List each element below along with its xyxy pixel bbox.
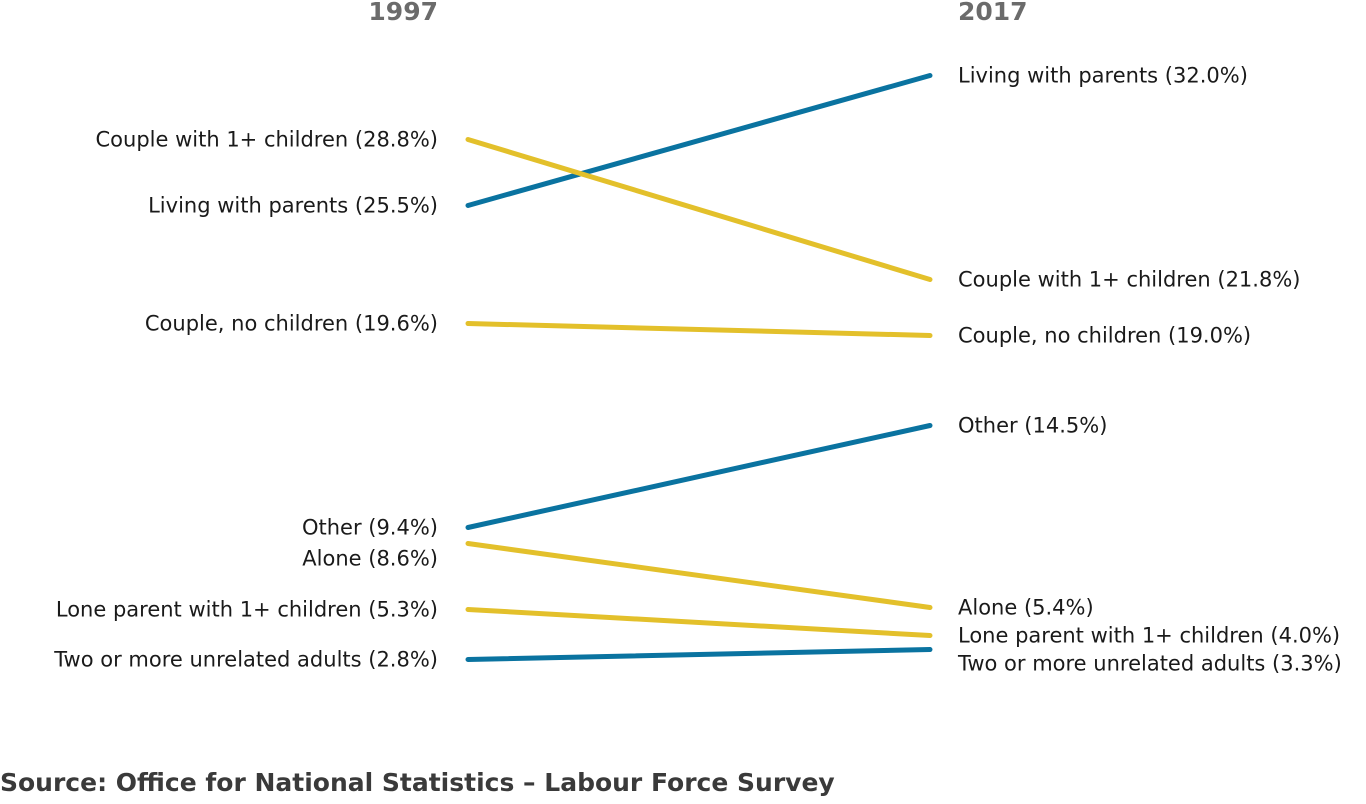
- label-2017-couple-with-1-children: Couple with 1+ children (21.8%): [958, 268, 1300, 292]
- label-2017-living-with-parents: Living with parents (32.0%): [958, 64, 1248, 88]
- slope-line-two-or-more-unrelated-adults: [465, 647, 933, 662]
- label-2017-alone: Alone (5.4%): [958, 596, 1094, 620]
- label-1997-two-or-more-unrelated-adults: Two or more unrelated adults (2.8%): [53, 648, 438, 672]
- slope-line-lone-parent-with-1-children: [465, 607, 933, 638]
- slope-line-couple-no-children: [465, 321, 933, 338]
- slope-lines: [465, 73, 933, 662]
- slope-line-living-with-parents: [465, 73, 933, 208]
- label-2017-two-or-more-unrelated-adults: Two or more unrelated adults (3.3%): [957, 652, 1342, 676]
- label-1997-other: Other (9.4%): [302, 516, 438, 540]
- label-2017-other: Other (14.5%): [958, 414, 1107, 438]
- end-labels: Living with parents (32.0%) Couple with 1…: [957, 64, 1342, 676]
- source-note: Source: Office for National Statistics –…: [0, 768, 835, 797]
- year-header-2017: 2017: [958, 0, 1028, 26]
- label-1997-couple-no-children: Couple, no children (19.6%): [145, 312, 438, 336]
- label-1997-living-with-parents: Living with parents (25.5%): [148, 194, 438, 218]
- label-2017-couple-no-children: Couple, no children (19.0%): [958, 324, 1251, 348]
- slope-line-couple-with-1-children: [465, 137, 933, 282]
- start-labels: Living with parents (25.5%) Couple with 1…: [53, 128, 438, 672]
- slope-line-other: [465, 423, 933, 530]
- label-1997-couple-with-1-children: Couple with 1+ children (28.8%): [96, 128, 438, 152]
- label-2017-lone-parent-with-1-children: Lone parent with 1+ children (4.0%): [958, 624, 1340, 648]
- slope-line-alone: [465, 541, 933, 610]
- year-header-1997: 1997: [368, 0, 438, 26]
- label-1997-lone-parent-with-1-children: Lone parent with 1+ children (5.3%): [56, 598, 438, 622]
- label-1997-alone: Alone (8.6%): [302, 547, 438, 571]
